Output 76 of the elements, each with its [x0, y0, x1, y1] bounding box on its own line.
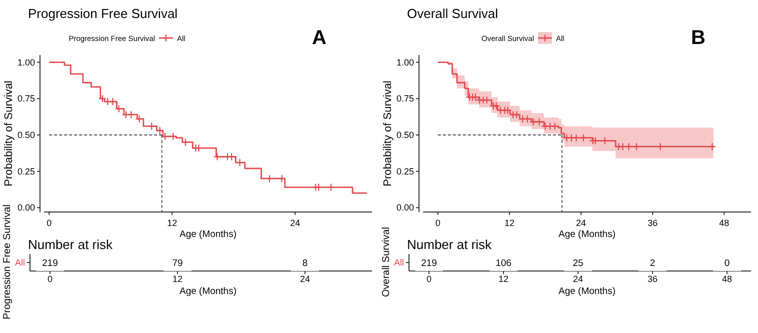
point	[579, 134, 588, 142]
x-tick-label: 48	[719, 218, 730, 228]
y-tick-label: 0.25	[17, 166, 35, 176]
data-label: 79	[172, 258, 183, 269]
x-tick-label: 24	[576, 218, 586, 228]
x-axis-title: Age (Months)	[179, 229, 237, 240]
chart-title: Overall Survival	[407, 6, 498, 21]
point	[591, 136, 600, 145]
point	[278, 174, 286, 183]
point	[135, 114, 144, 124]
point	[546, 122, 554, 130]
y-tick-label: 0.25	[396, 166, 414, 176]
data-label: 0	[724, 258, 730, 269]
x-tick-label: 24	[572, 274, 584, 284]
y-tick-label: 0.50	[17, 130, 35, 140]
point	[600, 136, 609, 145]
data-label: 219	[42, 258, 58, 269]
y-tick-label: 0.75	[396, 94, 414, 104]
x-tick-label: 12	[498, 274, 509, 284]
x-tick-label: 36	[648, 218, 658, 228]
point	[326, 183, 336, 192]
x-axis-title: Age (Months)	[558, 229, 616, 240]
chart-title: Progression Free Survival	[28, 6, 178, 21]
text: B	[691, 27, 706, 49]
point	[148, 122, 156, 130]
point	[122, 110, 130, 119]
y-tick-label: 0.00	[17, 202, 35, 213]
y-tick-label: 0.75	[17, 94, 35, 104]
x-tick-label: 48	[722, 274, 732, 284]
data-label: 8	[302, 258, 308, 269]
y-axis-title: Progression Free Survival	[2, 204, 13, 320]
point	[108, 97, 117, 106]
y-tick-label: 0.50	[396, 130, 414, 140]
y-tick-label: 0.00	[396, 202, 414, 213]
y-tick-label: 1.00	[17, 57, 35, 68]
y-tick-label: All	[394, 258, 404, 268]
x-tick-label: 12	[504, 218, 514, 228]
point	[572, 134, 580, 142]
data-label: 106	[496, 258, 512, 269]
point	[562, 134, 571, 142]
data-label: 219	[421, 258, 437, 269]
x-tick-label: 0	[435, 218, 440, 228]
chart-title: Number at risk	[407, 237, 492, 252]
point	[624, 142, 633, 151]
point	[632, 142, 641, 151]
data-label: 2	[650, 258, 656, 269]
point	[114, 104, 123, 113]
point	[169, 132, 178, 140]
y-tick-label: 1.00	[396, 57, 414, 68]
point	[656, 142, 664, 151]
point	[550, 122, 559, 130]
x-tick-label: 24	[290, 218, 300, 228]
x-tick-label: 0	[47, 274, 53, 284]
x-tick-label: 0	[46, 218, 52, 228]
chart-title: Number at risk	[28, 237, 114, 252]
y-axis-title: Overall Survival	[381, 226, 392, 298]
point	[236, 158, 244, 167]
y-axis-title: Probability of Survival	[382, 80, 394, 186]
point	[127, 110, 136, 119]
y-tick-label: All	[14, 258, 25, 268]
x-tick-label: 0	[426, 274, 432, 284]
text: A	[312, 27, 326, 49]
point	[482, 96, 491, 104]
point	[618, 142, 627, 151]
point	[708, 142, 716, 151]
point	[567, 134, 576, 142]
y-axis-title: Probability of Survival	[3, 80, 15, 186]
x-tick-label: 12	[172, 274, 183, 284]
x-tick-label: 36	[647, 274, 658, 284]
data-label: 25	[572, 258, 584, 269]
x-axis-title: Age (Months)	[558, 286, 616, 297]
x-tick-label: 24	[300, 274, 310, 284]
x-axis-title: Age (Months)	[179, 286, 237, 297]
point	[181, 138, 190, 146]
point	[265, 174, 274, 183]
x-tick-label: 12	[167, 218, 178, 228]
